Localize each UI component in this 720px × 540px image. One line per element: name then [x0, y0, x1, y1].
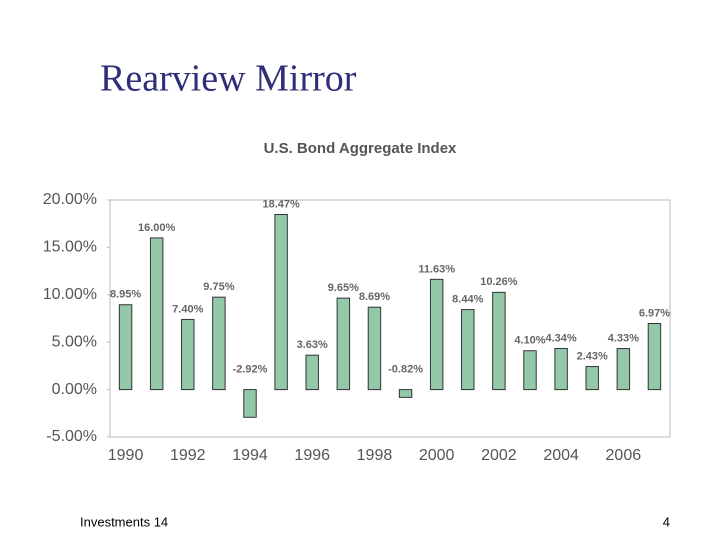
- bar: [429, 278, 444, 391]
- page-number: 4: [663, 514, 670, 529]
- value-label: 2.43%: [577, 350, 608, 362]
- value-label: 11.63%: [418, 263, 455, 275]
- value-label: 7.40%: [172, 303, 203, 315]
- bar: [398, 389, 413, 398]
- footer: Investments 14: [80, 514, 168, 529]
- bar: [647, 323, 662, 391]
- value-label: 10.26%: [480, 276, 518, 288]
- value-label: 9.65%: [328, 282, 359, 294]
- bar: [274, 214, 288, 391]
- bar: [554, 347, 568, 391]
- bar: [492, 291, 506, 391]
- value-label: 18.47%: [262, 198, 300, 210]
- value-label: 4.10%: [514, 335, 545, 347]
- y-tick-label: 5.00%: [52, 333, 97, 350]
- value-label: 8.69%: [359, 291, 390, 303]
- y-tick-label: 10.00%: [43, 286, 97, 303]
- y-tick-label: 0.00%: [52, 381, 97, 398]
- bar: [305, 354, 319, 391]
- x-tick-label: 2004: [543, 447, 579, 464]
- slide-title: Rearview Mirror: [100, 58, 357, 100]
- value-label: 6.97%: [639, 307, 670, 319]
- bar: [523, 350, 537, 391]
- value-label: -2.92%: [233, 364, 268, 376]
- bar: [149, 237, 164, 391]
- value-label: 16.00%: [138, 222, 176, 234]
- y-tick-label: -5.00%: [46, 428, 97, 445]
- x-tick-label: 2000: [419, 447, 455, 464]
- x-tick-label: 1992: [170, 447, 206, 464]
- value-label: 3.63%: [297, 339, 328, 351]
- value-label: 8.95%: [110, 289, 141, 301]
- x-tick-label: 1996: [294, 447, 330, 464]
- bar: [461, 309, 475, 391]
- chart-title: U.S. Bond Aggregate Index: [264, 140, 457, 157]
- plot-area: [109, 199, 671, 438]
- value-label: -0.82%: [388, 364, 423, 376]
- value-label: 8.44%: [452, 293, 483, 305]
- bar: [118, 304, 133, 391]
- bar: [367, 306, 382, 391]
- y-tick-label: 20.00%: [43, 191, 97, 208]
- bar: [585, 366, 599, 391]
- x-tick-label: 1998: [357, 447, 393, 464]
- value-label: 9.75%: [203, 281, 234, 293]
- x-tick-label: 1990: [108, 447, 144, 464]
- x-tick-label: 1994: [232, 447, 268, 464]
- y-tick-label: 15.00%: [43, 239, 97, 256]
- x-tick-label: 2006: [606, 447, 642, 464]
- x-tick-label: 2002: [481, 447, 517, 464]
- value-label: 4.34%: [546, 332, 577, 344]
- value-label: 4.33%: [608, 332, 639, 344]
- bar: [181, 318, 195, 391]
- bar: [212, 296, 226, 391]
- bar: [243, 389, 257, 418]
- bar: [336, 297, 351, 391]
- bar: [616, 348, 631, 391]
